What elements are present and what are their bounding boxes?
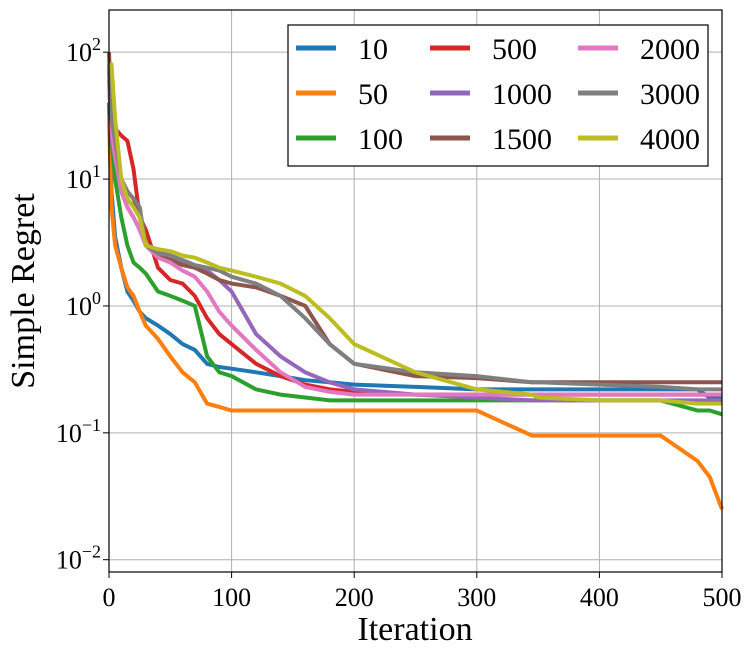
x-axis-label: Iteration (357, 611, 472, 648)
legend-label: 500 (492, 33, 537, 66)
y-tick-label: 101 (66, 161, 101, 194)
x-tick-label: 500 (703, 583, 742, 612)
plot-frame (108, 9, 723, 573)
y-tick-label: 100 (66, 288, 101, 321)
x-tick-label: 300 (457, 583, 496, 612)
series-line (107, 80, 722, 397)
legend-label: 100 (358, 123, 403, 156)
legend-box (287, 24, 709, 167)
x-tick-label: 200 (335, 583, 374, 612)
series-line (107, 118, 724, 510)
series-line (109, 62, 722, 406)
x-tick-label: 0 (103, 583, 116, 612)
legend-label: 50 (358, 78, 388, 111)
legend-label: 1500 (492, 123, 552, 156)
legend-label: 10 (358, 33, 388, 66)
legend-label: 1000 (492, 78, 552, 111)
legend-label: 4000 (640, 123, 700, 156)
x-tick-label: 400 (580, 583, 619, 612)
legend-label: 3000 (640, 78, 700, 111)
y-tick-label: 10−2 (56, 542, 101, 575)
y-tick-label: 102 (66, 34, 101, 67)
y-axis-label: Simple Regret (5, 193, 42, 389)
series-line (107, 64, 722, 392)
x-tick-label: 100 (212, 583, 251, 612)
y-tick-label: 10−1 (56, 415, 101, 448)
series-line (107, 102, 722, 400)
legend-label: 2000 (640, 33, 700, 66)
